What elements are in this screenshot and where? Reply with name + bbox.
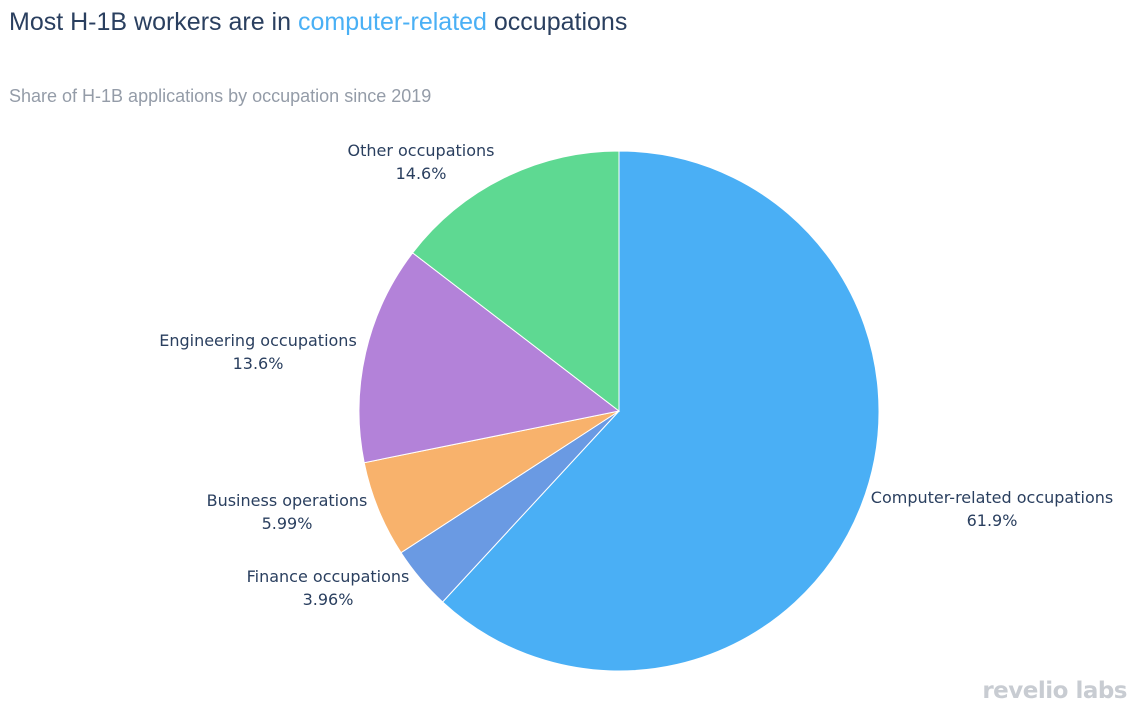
slice-value-label: 5.99% xyxy=(262,514,313,533)
slice-category-label: Other occupations xyxy=(348,141,495,160)
slice-category-label: Engineering occupations xyxy=(159,331,357,350)
chart-title: Most H-1B workers are in computer-relate… xyxy=(9,8,627,37)
slice-value-label: 13.6% xyxy=(233,354,284,373)
slice-category-label: Finance occupations xyxy=(247,567,410,586)
slice-value-label: 61.9% xyxy=(967,511,1018,530)
slice-label: Finance occupations 3.96% xyxy=(247,567,410,609)
title-highlight: computer-related xyxy=(297,8,487,36)
pie-slice-engineering-occupations xyxy=(358,252,621,464)
slice-value-label: 3.96% xyxy=(303,590,354,609)
slice-category-label: Computer-related occupations xyxy=(871,488,1113,507)
pie-slice-computer-related-occupations xyxy=(441,150,880,672)
slice-label: Business operations 5.99% xyxy=(207,491,368,533)
pie-slice-other-occupations xyxy=(411,150,620,413)
slice-label: Computer-related occupations 61.9% xyxy=(871,488,1113,530)
title-text-start: Most H-1B workers are in xyxy=(9,8,298,36)
slice-label: Engineering occupations 13.6% xyxy=(159,331,357,373)
title-text-end: occupations xyxy=(486,8,628,36)
chart-subtitle: Share of H-1B applications by occupation… xyxy=(9,86,432,106)
slice-value-label: 14.6% xyxy=(396,164,447,183)
slice-label: Other occupations 14.6% xyxy=(348,141,495,183)
slice-category-label: Business operations xyxy=(207,491,368,510)
revelio-labs-logo: revelio labs xyxy=(982,678,1127,704)
